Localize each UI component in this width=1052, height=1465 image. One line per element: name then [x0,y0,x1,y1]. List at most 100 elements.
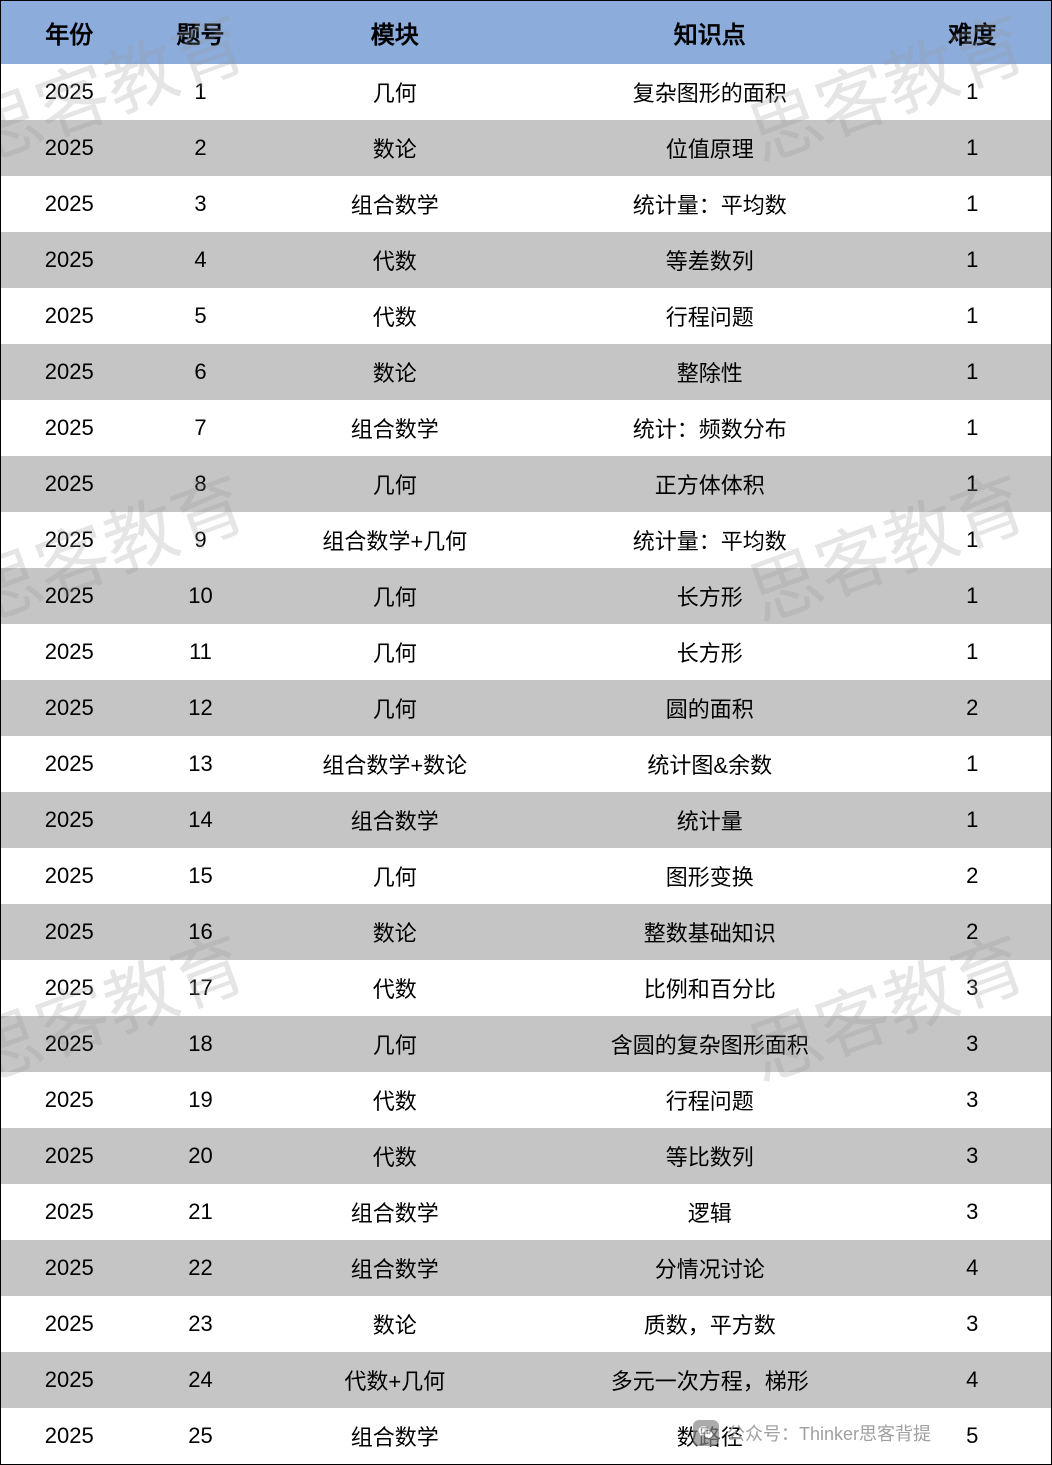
cell-topic: 统计量 [526,792,894,848]
cell-topic: 统计图&余数 [526,736,894,792]
cell-difficulty: 1 [894,736,1052,792]
cell-topic: 圆的面积 [526,680,894,736]
cell-num: 23 [138,1296,264,1352]
table-row: 202519代数行程问题3 [1,1072,1051,1128]
table-row: 202522组合数学分情况讨论4 [1,1240,1051,1296]
cell-topic: 行程问题 [526,1072,894,1128]
table-row: 20258几何正方体体积1 [1,456,1051,512]
cell-topic: 图形变换 [526,848,894,904]
cell-difficulty: 1 [894,120,1052,176]
table-row: 202511几何长方形1 [1,624,1051,680]
cell-module: 组合数学+数论 [264,736,527,792]
cell-num: 24 [138,1352,264,1408]
footer-badge: 公众号：Thinker思客背提 [693,1420,931,1446]
cell-num: 6 [138,344,264,400]
cell-difficulty: 1 [894,568,1052,624]
cell-module: 代数 [264,1072,527,1128]
cell-num: 9 [138,512,264,568]
cell-num: 12 [138,680,264,736]
cell-year: 2025 [1,792,138,848]
cell-module: 组合数学 [264,1408,527,1464]
cell-year: 2025 [1,624,138,680]
header-difficulty: 难度 [894,1,1052,64]
cell-year: 2025 [1,120,138,176]
cell-module: 几何 [264,64,527,120]
table-row: 20252数论位值原理1 [1,120,1051,176]
table-row: 202521组合数学逻辑3 [1,1184,1051,1240]
cell-module: 几何 [264,624,527,680]
cell-difficulty: 3 [894,1184,1052,1240]
cell-year: 2025 [1,344,138,400]
cell-year: 2025 [1,736,138,792]
cell-year: 2025 [1,512,138,568]
cell-topic: 正方体体积 [526,456,894,512]
cell-year: 2025 [1,904,138,960]
cell-year: 2025 [1,176,138,232]
cell-difficulty: 1 [894,624,1052,680]
table-row: 20251几何复杂图形的面积1 [1,64,1051,120]
cell-year: 2025 [1,288,138,344]
cell-num: 13 [138,736,264,792]
cell-year: 2025 [1,1352,138,1408]
cell-difficulty: 4 [894,1240,1052,1296]
cell-difficulty: 3 [894,960,1052,1016]
cell-topic: 等比数列 [526,1128,894,1184]
cell-num: 3 [138,176,264,232]
table-row: 202512几何圆的面积2 [1,680,1051,736]
table-row: 202523数论质数，平方数3 [1,1296,1051,1352]
cell-difficulty: 2 [894,680,1052,736]
cell-year: 2025 [1,1072,138,1128]
cell-difficulty: 1 [894,456,1052,512]
cell-year: 2025 [1,232,138,288]
cell-year: 2025 [1,400,138,456]
cell-num: 15 [138,848,264,904]
cell-num: 1 [138,64,264,120]
table-row: 20255代数行程问题1 [1,288,1051,344]
cell-difficulty: 1 [894,64,1052,120]
table-row: 20259组合数学+几何统计量：平均数1 [1,512,1051,568]
cell-module: 几何 [264,1016,527,1072]
cell-topic: 整除性 [526,344,894,400]
cell-num: 16 [138,904,264,960]
cell-year: 2025 [1,1408,138,1464]
cell-num: 8 [138,456,264,512]
cell-module: 组合数学+几何 [264,512,527,568]
cell-topic: 逻辑 [526,1184,894,1240]
cell-topic: 统计：频数分布 [526,400,894,456]
cell-num: 18 [138,1016,264,1072]
cell-difficulty: 1 [894,232,1052,288]
cell-year: 2025 [1,1184,138,1240]
cell-difficulty: 1 [894,288,1052,344]
cell-topic: 分情况讨论 [526,1240,894,1296]
cell-num: 7 [138,400,264,456]
footer-prefix: 公众号： [727,1424,799,1444]
cell-module: 组合数学 [264,176,527,232]
cell-module: 数论 [264,120,527,176]
cell-year: 2025 [1,1128,138,1184]
cell-num: 21 [138,1184,264,1240]
cell-difficulty: 3 [894,1128,1052,1184]
cell-topic: 统计量：平均数 [526,176,894,232]
table-row: 202517代数比例和百分比3 [1,960,1051,1016]
cell-num: 5 [138,288,264,344]
exam-topics-table-container: 年份 题号 模块 知识点 难度 20251几何复杂图形的面积120252数论位值… [0,0,1052,1465]
table-row: 202510几何长方形1 [1,568,1051,624]
cell-year: 2025 [1,456,138,512]
cell-topic: 复杂图形的面积 [526,64,894,120]
cell-topic: 位值原理 [526,120,894,176]
cell-difficulty: 1 [894,400,1052,456]
cell-year: 2025 [1,1296,138,1352]
cell-topic: 统计量：平均数 [526,512,894,568]
cell-difficulty: 3 [894,1296,1052,1352]
cell-topic: 整数基础知识 [526,904,894,960]
footer-name: Thinker思客背提 [799,1424,931,1444]
cell-year: 2025 [1,64,138,120]
table-row: 202513组合数学+数论统计图&余数1 [1,736,1051,792]
cell-module: 数论 [264,904,527,960]
cell-num: 4 [138,232,264,288]
table-body: 20251几何复杂图形的面积120252数论位值原理120253组合数学统计量：… [1,64,1051,1464]
cell-module: 几何 [264,680,527,736]
cell-topic: 多元一次方程，梯形 [526,1352,894,1408]
table-row: 20257组合数学统计：频数分布1 [1,400,1051,456]
table-row: 20256数论整除性1 [1,344,1051,400]
